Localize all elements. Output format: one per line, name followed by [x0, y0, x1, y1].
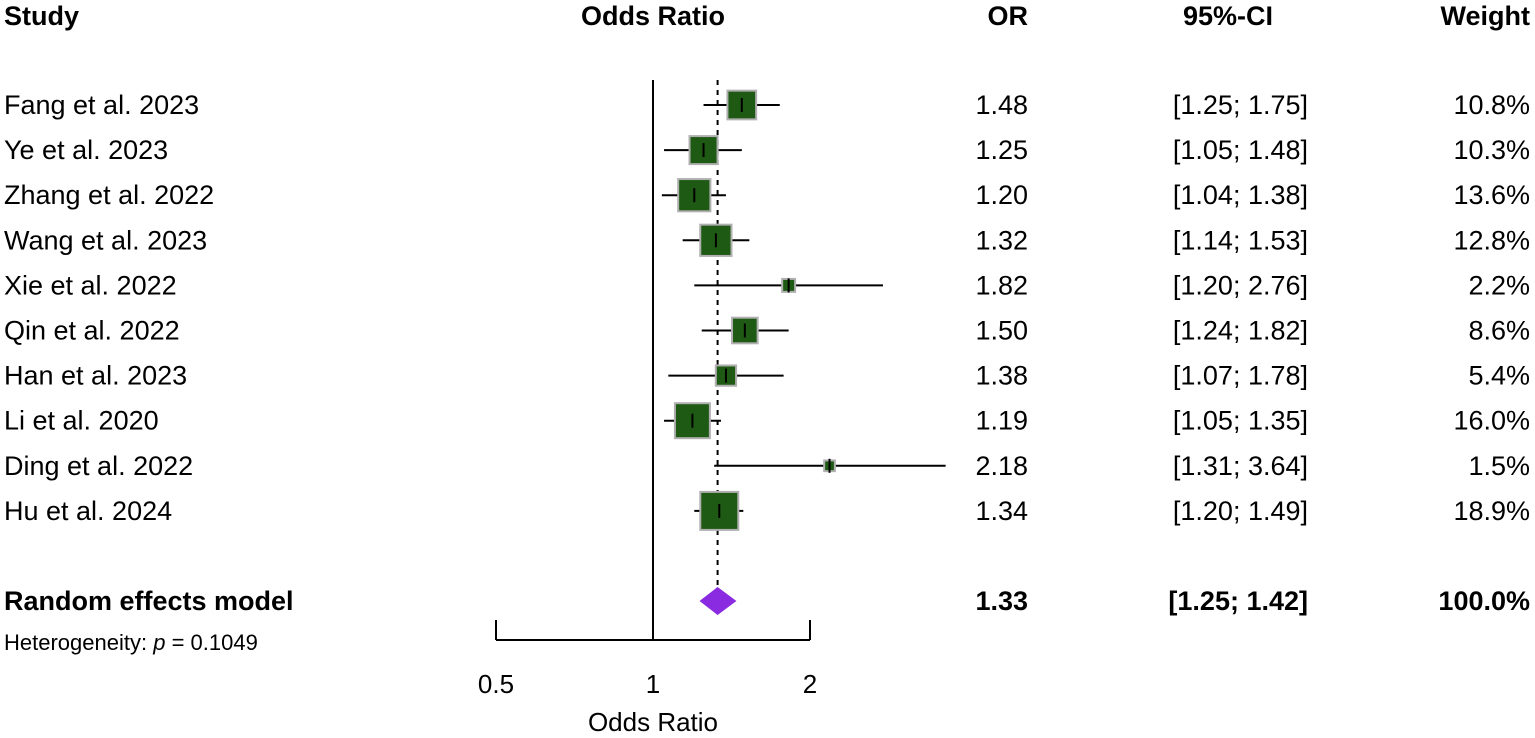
study-row: Ding et al. 2022 2.18 [1.31; 3.64] 1.5%	[4, 451, 1530, 481]
x-tick-label: 1	[646, 669, 660, 699]
study-weight: 18.9%	[1453, 496, 1530, 526]
study-or: 2.18	[975, 451, 1028, 481]
pooled-label: Random effects model	[4, 586, 294, 616]
study-or: 1.82	[975, 270, 1028, 300]
study-row: Han et al. 2023 1.38 [1.07; 1.78] 5.4%	[4, 361, 1530, 391]
study-ci: [1.25; 1.75]	[1173, 90, 1308, 120]
header-study: Study	[4, 1, 79, 31]
study-weight: 2.2%	[1468, 270, 1530, 300]
heterogeneity-text: Heterogeneity: p = 0.1049	[4, 630, 258, 655]
study-weight: 5.4%	[1468, 361, 1530, 391]
study-name: Wang et al. 2023	[4, 225, 207, 255]
study-weight: 10.8%	[1453, 90, 1530, 120]
study-rows: Fang et al. 2023 1.48 [1.25; 1.75] 10.8% Ye …	[4, 89, 1530, 531]
study-ci: [1.07; 1.78]	[1173, 361, 1308, 391]
pooled-or: 1.33	[975, 586, 1028, 616]
study-ci: [1.31; 3.64]	[1173, 451, 1308, 481]
study-weight: 10.3%	[1453, 135, 1530, 165]
pooled-weight: 100.0%	[1438, 586, 1530, 616]
study-name: Qin et al. 2022	[4, 316, 180, 346]
study-or: 1.19	[975, 406, 1028, 436]
study-ci: [1.05; 1.35]	[1173, 406, 1308, 436]
study-weight: 1.5%	[1468, 451, 1530, 481]
header-or: OR	[988, 1, 1029, 31]
study-ci: [1.20; 2.76]	[1173, 270, 1308, 300]
pooled-ci: [1.25; 1.42]	[1168, 586, 1308, 616]
header-odds-ratio: Odds Ratio	[581, 1, 725, 31]
weight-box	[699, 223, 733, 257]
study-or: 1.50	[975, 316, 1028, 346]
study-name: Ye et al. 2023	[4, 135, 168, 165]
x-axis: 0.5 1 2	[478, 620, 817, 699]
header-weight: Weight	[1441, 1, 1531, 31]
study-weight: 8.6%	[1468, 316, 1530, 346]
study-name: Hu et al. 2024	[4, 496, 172, 526]
heterogeneity-p-symbol: p	[152, 630, 165, 655]
column-headers: Study Odds Ratio OR 95%-CI Weight	[4, 1, 1530, 31]
study-ci: [1.04; 1.38]	[1173, 180, 1308, 210]
x-tick-label: 2	[803, 669, 817, 699]
pooled-diamond	[699, 587, 737, 615]
study-row: Zhang et al. 2022 1.20 [1.04; 1.38] 13.6%	[4, 178, 1530, 213]
weight-box	[699, 490, 740, 531]
study-ci: [1.20; 1.49]	[1173, 496, 1308, 526]
study-or: 1.25	[975, 135, 1028, 165]
heterogeneity-prefix: Heterogeneity:	[4, 630, 153, 655]
study-row: Qin et al. 2022 1.50 [1.24; 1.82] 8.6%	[4, 316, 1530, 346]
study-row: Wang et al. 2023 1.32 [1.14; 1.53] 12.8%	[4, 223, 1530, 257]
study-row: Fang et al. 2023 1.48 [1.25; 1.75] 10.8%	[4, 89, 1530, 121]
study-name: Han et al. 2023	[4, 361, 187, 391]
study-name: Li et al. 2020	[4, 406, 159, 436]
study-ci: [1.24; 1.82]	[1173, 316, 1308, 346]
study-or: 1.48	[975, 90, 1028, 120]
study-weight: 12.8%	[1453, 225, 1530, 255]
study-row: Hu et al. 2024 1.34 [1.20; 1.49] 18.9%	[4, 490, 1530, 531]
study-name: Xie et al. 2022	[4, 270, 177, 300]
pooled-row: Random effects model 1.33 [1.25; 1.42] 1…	[4, 586, 1530, 616]
study-row: Li et al. 2020 1.19 [1.05; 1.35] 16.0%	[4, 402, 1530, 440]
study-ci: [1.05; 1.48]	[1173, 135, 1308, 165]
study-weight: 16.0%	[1453, 406, 1530, 436]
study-or: 1.32	[975, 225, 1028, 255]
header-ci: 95%-CI	[1183, 1, 1273, 31]
x-axis-label: Odds Ratio	[588, 707, 718, 737]
study-or: 1.38	[975, 361, 1028, 391]
study-or: 1.20	[975, 180, 1028, 210]
study-name: Zhang et al. 2022	[4, 180, 214, 210]
study-ci: [1.14; 1.53]	[1173, 225, 1308, 255]
study-or: 1.34	[975, 496, 1028, 526]
study-name: Fang et al. 2023	[4, 90, 199, 120]
weight-box	[726, 89, 758, 121]
study-weight: 13.6%	[1453, 180, 1530, 210]
study-row: Xie et al. 2022 1.82 [1.20; 2.76] 2.2%	[4, 270, 1530, 300]
study-row: Ye et al. 2023 1.25 [1.05; 1.48] 10.3%	[4, 135, 1530, 166]
x-tick-label: 0.5	[478, 669, 514, 699]
heterogeneity-value: = 0.1049	[165, 630, 257, 655]
study-name: Ding et al. 2022	[4, 451, 193, 481]
